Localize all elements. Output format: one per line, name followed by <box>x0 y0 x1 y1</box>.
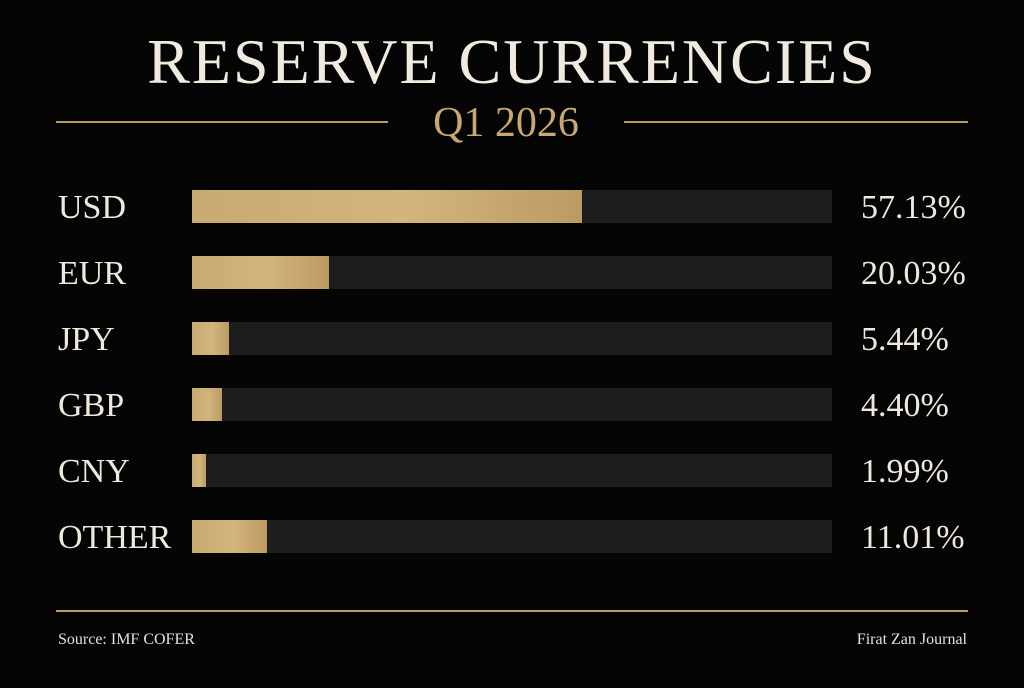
bar-track-eur <box>192 256 832 289</box>
value-label-other: 11.01% <box>861 519 965 556</box>
value-label-jpy: 5.44% <box>861 321 949 358</box>
bar-other <box>192 520 268 553</box>
bar-track-cny <box>192 454 832 487</box>
bar-track-gbp <box>192 388 832 421</box>
category-label-gbp: GBP <box>58 387 125 424</box>
bar-gbp <box>192 388 222 421</box>
bar-usd <box>192 190 582 223</box>
title-rule-left <box>56 121 388 123</box>
chart-subtitle: Q1 2026 <box>433 100 579 146</box>
value-label-gbp: 4.40% <box>861 387 949 424</box>
footer-rule <box>56 610 968 612</box>
category-label-cny: CNY <box>58 453 130 490</box>
value-label-cny: 1.99% <box>861 453 949 490</box>
category-label-jpy: JPY <box>58 321 115 358</box>
bar-jpy <box>192 322 230 355</box>
category-label-eur: EUR <box>58 255 126 292</box>
value-label-eur: 20.03% <box>861 255 966 292</box>
bar-track-jpy <box>192 322 832 355</box>
bar-cny <box>192 454 206 487</box>
credit-note: Firat Zan Journal <box>856 631 967 648</box>
value-label-usd: 57.13% <box>861 189 966 226</box>
chart-title: RESERVE CURRENCIES <box>147 26 877 97</box>
title-rule-right <box>624 121 968 123</box>
source-note: Source: IMF COFER <box>58 631 195 648</box>
bar-track-usd <box>192 190 832 223</box>
category-label-other: OTHER <box>58 519 172 556</box>
category-label-usd: USD <box>58 189 127 226</box>
bar-track-other <box>192 520 832 553</box>
bar-eur <box>192 256 329 289</box>
